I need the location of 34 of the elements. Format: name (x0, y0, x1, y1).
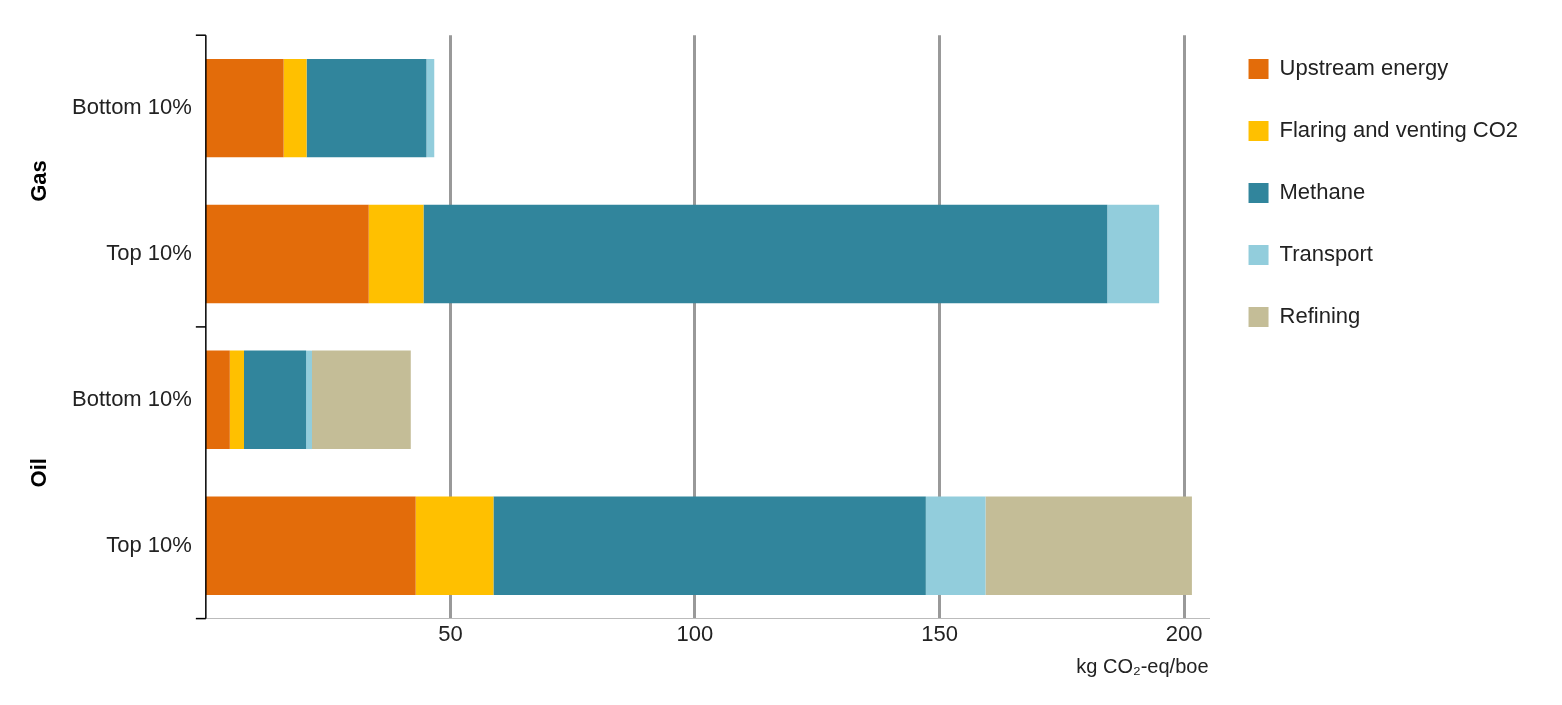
text: Oil (26, 458, 52, 488)
bar (205, 496, 416, 595)
x-tick-label: 150 (921, 620, 958, 646)
legend-label: Transport (1279, 241, 1373, 267)
bar (306, 350, 312, 450)
bar (306, 58, 427, 158)
bar (985, 496, 1192, 595)
bar (311, 350, 411, 450)
bar (229, 350, 244, 450)
y-tick-label: Top 10% (106, 531, 192, 557)
bar (415, 496, 494, 595)
y-tick-label: Bottom 10% (72, 385, 192, 411)
bar (493, 496, 926, 595)
bar (925, 496, 986, 595)
y-tick-label: Bottom 10% (72, 94, 192, 120)
legend-label: Refining (1279, 303, 1361, 329)
bar (205, 58, 284, 158)
bar (205, 350, 230, 450)
x-tick-label: 200 (1165, 620, 1203, 646)
bar (368, 204, 424, 304)
bar (1107, 204, 1160, 304)
x-tick-label: 50 (438, 620, 463, 646)
bar (205, 204, 369, 304)
bar (243, 350, 307, 450)
text: Gas (26, 160, 52, 202)
x-tick-label: 100 (676, 620, 714, 646)
y-tick-label: Top 10% (106, 240, 192, 266)
legend-label: Flaring and venting CO2 (1279, 117, 1518, 143)
bar (423, 204, 1108, 304)
legend-label: Upstream energy (1279, 55, 1449, 81)
legend-label: Methane (1279, 179, 1366, 205)
bar (283, 58, 307, 158)
x-axis-title: kg CO₂-eq/boe (1076, 654, 1209, 677)
bar (426, 58, 435, 158)
